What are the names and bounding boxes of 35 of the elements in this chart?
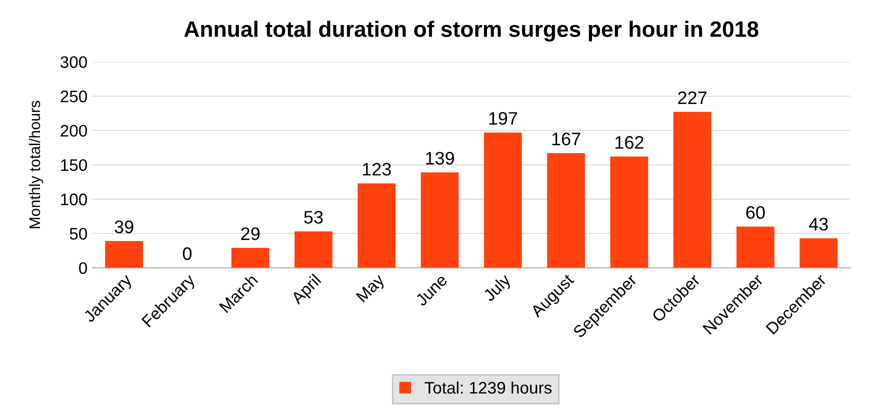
bar — [736, 226, 774, 268]
data-label: 0 — [182, 247, 192, 260]
data-label: 53 — [304, 210, 323, 224]
x-tick-label: July — [482, 272, 514, 304]
y-tick-label: 200 — [60, 124, 87, 137]
bar — [358, 183, 396, 268]
data-label: 167 — [552, 132, 580, 146]
x-tick-label: May — [356, 273, 388, 305]
y-tick-label: 50 — [70, 228, 87, 240]
y-tick-label: 250 — [60, 90, 87, 102]
data-label: 60 — [746, 206, 765, 219]
y-axis-title: Monthly total/hours — [28, 100, 44, 228]
data-label: 43 — [808, 218, 828, 231]
bar — [673, 112, 712, 268]
bar — [547, 153, 585, 268]
bar — [105, 241, 144, 268]
data-label: 39 — [114, 220, 134, 234]
bar — [484, 132, 522, 268]
chart-title: Annual total duration of storm surges per hour in 2018 — [184, 20, 758, 42]
data-label: 197 — [489, 112, 518, 125]
data-label: 29 — [241, 227, 260, 240]
y-tick-label: 100 — [61, 194, 87, 206]
y-tick-label: 150 — [61, 159, 87, 172]
bar — [420, 172, 459, 268]
data-label: 123 — [362, 162, 391, 176]
data-label: 139 — [426, 152, 454, 165]
bar — [610, 156, 648, 268]
y-tick-label: 300 — [60, 56, 87, 68]
legend-label: Total: 1239 hours — [424, 381, 552, 394]
data-label: 227 — [678, 91, 706, 104]
data-label: 162 — [615, 136, 644, 149]
bar — [231, 248, 270, 268]
y-tick-label: 0 — [79, 262, 87, 274]
bar — [800, 238, 838, 268]
bar — [294, 231, 332, 268]
